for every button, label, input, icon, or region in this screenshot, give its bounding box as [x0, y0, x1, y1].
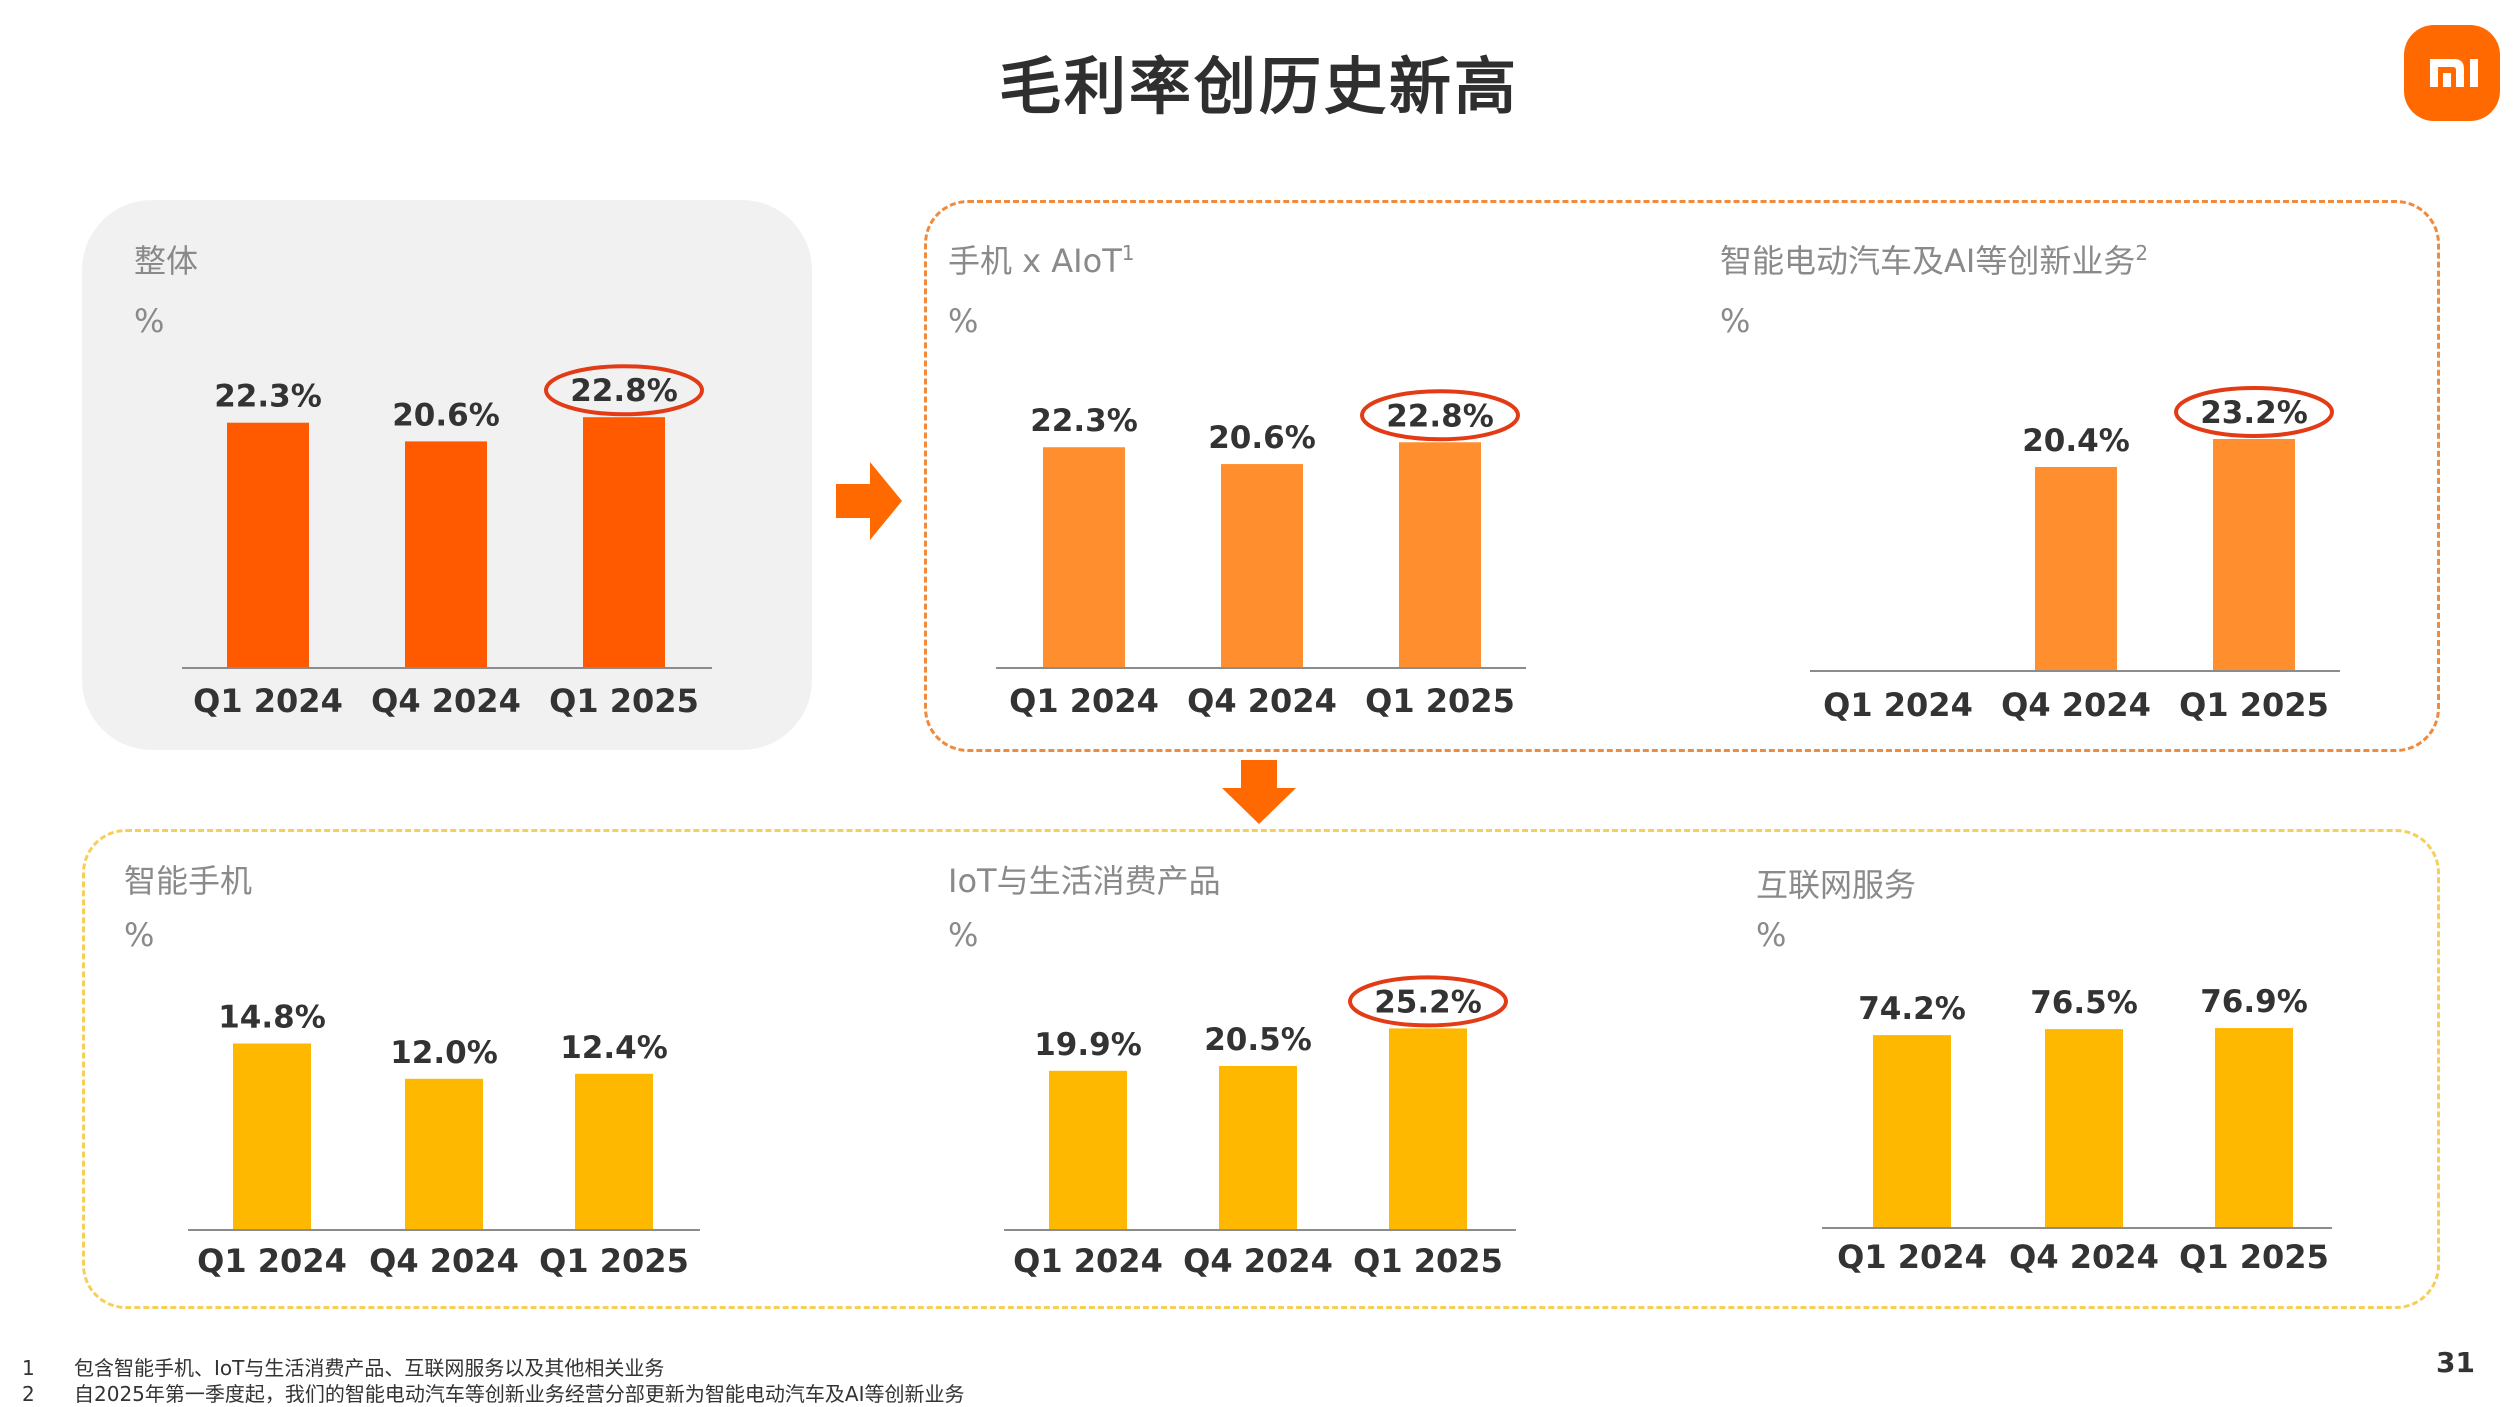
chart-title: 智能电动汽车及AI等创新业务2 — [1720, 241, 2148, 280]
chart-title: 互联网服务 — [1756, 866, 1916, 904]
y-unit-label: % — [948, 302, 978, 340]
bar — [1389, 1028, 1467, 1230]
data-label: 25.2% — [1374, 984, 1482, 1020]
x-tick-label: Q1 2024 — [1837, 1238, 1987, 1276]
y-unit-label: % — [1756, 916, 1786, 954]
x-tick-label: Q1 2024 — [197, 1242, 347, 1280]
data-label: 20.5% — [1204, 1022, 1312, 1058]
bar — [1873, 1035, 1951, 1228]
bar — [1043, 447, 1125, 668]
data-label: 76.9% — [2200, 984, 2308, 1020]
data-label: 76.5% — [2030, 985, 2138, 1021]
x-tick-label: Q1 2025 — [2179, 1238, 2329, 1276]
y-unit-label: % — [1720, 302, 1750, 340]
bar — [1399, 442, 1481, 668]
mi-logo-icon — [2430, 59, 2478, 87]
bar — [2215, 1028, 2293, 1228]
bar — [2045, 1029, 2123, 1228]
bar — [1221, 464, 1303, 668]
chart-title: IoT与生活消费产品 — [948, 862, 1221, 900]
data-label: 12.4% — [560, 1030, 668, 1066]
down-arrow-icon — [1222, 760, 1296, 824]
x-tick-label: Q1 2024 — [1009, 682, 1159, 720]
x-tick-label: Q1 2025 — [1353, 1242, 1503, 1280]
bar — [1219, 1066, 1297, 1230]
data-label: 74.2% — [1858, 991, 1966, 1027]
footnote-text: 包含智能手机、IoT与生活消费产品、互联网服务以及其他相关业务 — [74, 1356, 665, 1380]
xiaomi-logo — [2404, 25, 2500, 121]
data-label: 22.3% — [214, 379, 322, 415]
y-unit-label: % — [134, 302, 164, 340]
bar — [405, 441, 487, 668]
x-tick-label: Q1 2025 — [549, 682, 699, 720]
data-label: 22.3% — [1030, 403, 1138, 439]
x-tick-label: Q1 2024 — [193, 682, 343, 720]
x-tick-label: Q4 2024 — [1187, 682, 1337, 720]
chart-title: 智能手机 — [124, 862, 252, 900]
bar — [575, 1073, 653, 1230]
data-label: 20.4% — [2022, 423, 2130, 459]
chart-title: 整体 — [134, 242, 198, 280]
x-tick-label: Q1 2024 — [1013, 1242, 1163, 1280]
data-label: 22.8% — [1386, 398, 1494, 434]
bar — [2035, 467, 2117, 671]
x-tick-label: Q4 2024 — [2001, 686, 2151, 724]
bar — [405, 1078, 483, 1230]
x-tick-label: Q1 2024 — [1823, 686, 1973, 724]
highlight-circle — [1360, 389, 1520, 442]
right-arrow-icon — [836, 462, 902, 540]
x-tick-label: Q4 2024 — [369, 1242, 519, 1280]
y-unit-label: % — [948, 916, 978, 954]
x-tick-label: Q1 2025 — [2179, 686, 2329, 724]
phone-ev-panel — [924, 200, 2440, 752]
x-tick-label: Q1 2025 — [1365, 682, 1515, 720]
y-unit-label: % — [124, 916, 154, 954]
highlight-circle — [544, 364, 704, 417]
page-title: 毛利率创历史新高 — [998, 50, 1519, 123]
data-label: 22.8% — [570, 373, 678, 409]
page-number: 31 — [2436, 1346, 2475, 1379]
data-label: 23.2% — [2200, 395, 2308, 431]
highlight-circle — [2174, 386, 2334, 438]
highlight-circle — [1348, 975, 1508, 1028]
x-tick-label: Q4 2024 — [2009, 1238, 2159, 1276]
x-tick-label: Q1 2025 — [539, 1242, 689, 1280]
data-label: 12.0% — [390, 1035, 498, 1071]
bar — [2213, 439, 2295, 671]
bar — [583, 417, 665, 668]
data-label: 20.6% — [1208, 420, 1316, 456]
data-label: 19.9% — [1034, 1027, 1142, 1063]
x-tick-label: Q4 2024 — [371, 682, 521, 720]
bar — [1049, 1070, 1127, 1230]
data-label: 14.8% — [218, 1000, 326, 1036]
footnote-number: 1 — [22, 1356, 35, 1380]
chart-title: 手机 x AIoT1 — [948, 241, 1134, 280]
segments-panel — [82, 829, 2440, 1309]
data-label: 20.6% — [392, 397, 500, 433]
footnote-2: 2 自2025年第一季度起，我们的智能电动汽车等创新业务经营分部更新为智能电动汽车… — [22, 1378, 964, 1407]
bar — [233, 1043, 311, 1230]
footnote-1: 1 包含智能手机、IoT与生活消费产品、互联网服务以及其他相关业务 — [22, 1352, 664, 1381]
x-tick-label: Q4 2024 — [1183, 1242, 1333, 1280]
bar — [227, 422, 309, 668]
